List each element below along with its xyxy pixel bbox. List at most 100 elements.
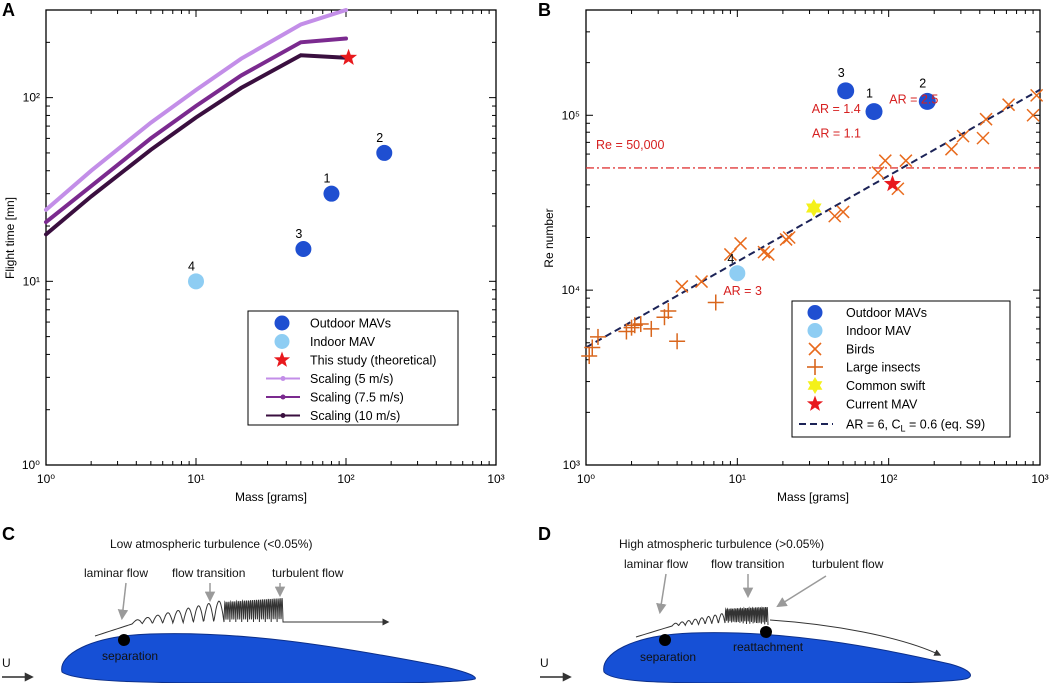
legend-label-7-5ms: Scaling (7.5 m/s) bbox=[310, 391, 404, 405]
bird-point-5-b bbox=[761, 247, 775, 261]
diagram-d-reattachment-point bbox=[760, 626, 772, 638]
x-tick-label-a: 10³ bbox=[487, 472, 504, 486]
indoor-mav-point bbox=[729, 265, 746, 282]
y-axis-label-a: Flight time [mn] bbox=[3, 197, 17, 279]
x-tick-label-a: 10⁰ bbox=[37, 472, 55, 486]
diagram-d-turbulent-label: turbulent flow bbox=[812, 557, 884, 571]
legend-marker-outdoor-a bbox=[274, 315, 290, 331]
bird-point-17-b bbox=[979, 112, 993, 126]
outdoor-mav-label-2: 2 bbox=[919, 76, 926, 90]
diagram-c-separation-point bbox=[118, 634, 130, 646]
diagram-d-boundary-layer bbox=[635, 606, 769, 638]
chart-b: 10⁰ 10¹ 10² 10³ 10³ 10⁴ 10⁵ 1 AR = 1.1 2 AR = 2.5… bbox=[542, 9, 1049, 504]
diagram-c: Low atmospheric turbulence (<0.05%) lami… bbox=[2, 537, 476, 683]
diagram-d-reattached-flow bbox=[769, 619, 942, 656]
y-tick-label-a: 10¹ bbox=[23, 274, 40, 288]
data-point-label-4: 4 bbox=[188, 259, 195, 273]
bird-point-7-b bbox=[782, 230, 796, 245]
current-mav-star bbox=[883, 174, 902, 192]
scaling-line-0 bbox=[44, 8, 348, 212]
bird-point-13-b bbox=[899, 154, 913, 168]
panel-label-a: A bbox=[2, 0, 15, 20]
diagram-c-turbulent-label: turbulent flow bbox=[272, 566, 344, 580]
diagram-d-u-label: U bbox=[540, 656, 549, 670]
y-axis-label-b: Re number bbox=[542, 208, 556, 267]
y-tick-label-b: 10⁴ bbox=[561, 283, 580, 297]
data-point-label-1: 1 bbox=[323, 172, 330, 186]
outdoor-mav-3 bbox=[837, 82, 855, 100]
legend-marker-swift bbox=[807, 377, 823, 394]
legend-marker-insects bbox=[807, 359, 823, 375]
lines-b bbox=[585, 88, 1041, 349]
scaling-line-2 bbox=[44, 53, 348, 237]
bird-point-11-b bbox=[878, 154, 892, 168]
y-tick-label-b: 10⁵ bbox=[562, 108, 580, 122]
legend-label-star-a: This study (theoretical) bbox=[310, 354, 436, 368]
diagram-d-title: High atmospheric turbulence (>0.05%) bbox=[619, 537, 824, 551]
y-tick-label-a: 10⁰ bbox=[22, 458, 40, 472]
outdoor-mav-ar-3: AR = 1.4 bbox=[812, 102, 861, 116]
legend-marker-indoor-b bbox=[807, 323, 823, 338]
x-tick-label-a: 10² bbox=[337, 472, 354, 486]
legend-label-indoor-a: Indoor MAV bbox=[310, 335, 376, 349]
points-b: 1 AR = 1.1 2 AR = 2.5 3 AR = 1.4 4 AR = 3 bbox=[581, 66, 1044, 365]
diagram-c-laminar-label: laminar flow bbox=[84, 566, 148, 580]
diagram-d: High atmospheric turbulence (>0.05%) lam… bbox=[540, 537, 971, 683]
legend-label-outdoor-a: Outdoor MAVs bbox=[310, 317, 391, 331]
x-tick-label-b: 10⁰ bbox=[577, 472, 595, 486]
legend-marker-indoor-a bbox=[274, 334, 290, 349]
panel-label-c: C bbox=[2, 524, 15, 544]
bird-point-18-b bbox=[1002, 98, 1016, 112]
diagram-c-boundary-layer bbox=[94, 598, 287, 637]
legend-marker-birds bbox=[808, 342, 822, 356]
bird-point-20-b bbox=[1030, 88, 1044, 102]
bird-point-14-b bbox=[944, 142, 958, 156]
y-tick-label-b: 10³ bbox=[563, 458, 580, 472]
bird-point-15-b bbox=[956, 129, 970, 143]
indoor-mav-ar: AR = 3 bbox=[723, 284, 762, 298]
outdoor-mav-2 bbox=[918, 92, 936, 110]
bird-point-16-b bbox=[976, 131, 990, 145]
diagram-d-reattachment-label: reattachment bbox=[733, 640, 804, 654]
bird-point-6-b bbox=[779, 232, 793, 246]
panel-label-d: D bbox=[538, 524, 551, 544]
legend-label-indoor-b: Indoor MAV bbox=[846, 324, 912, 338]
legend-marker-current-mav bbox=[806, 395, 824, 411]
outdoor-mav-ar-2: AR = 2.5 bbox=[889, 92, 938, 106]
legend-b: Outdoor MAVs Indoor MAV Birds Large inse… bbox=[791, 300, 1011, 438]
outdoor-mav-label-3: 3 bbox=[838, 66, 845, 80]
y-tick-label-a: 10² bbox=[23, 91, 40, 105]
legend-box-b bbox=[791, 300, 1011, 438]
legend-label-birds: Birds bbox=[846, 343, 874, 357]
diagram-c-u-label: U bbox=[2, 656, 11, 670]
points-a: 1 2 3 4 bbox=[188, 48, 393, 290]
diagram-c-separation-label: separation bbox=[102, 649, 158, 663]
re-threshold-label: Re = 50,000 bbox=[596, 138, 665, 152]
x-tick-label-b: 10² bbox=[880, 472, 897, 486]
panel-label-b: B bbox=[538, 0, 551, 20]
bird-point-12-b bbox=[891, 182, 905, 196]
legend-label-current-mav: Current MAV bbox=[846, 398, 918, 412]
data-point-4 bbox=[188, 273, 204, 290]
common-swift-point bbox=[806, 199, 822, 217]
bird-point-3-b bbox=[734, 236, 748, 250]
data-point-label-2: 2 bbox=[376, 131, 383, 145]
ticks-a: 10⁰ 10¹ 10² 10³ 10⁰ 10¹ 10² bbox=[22, 9, 505, 486]
diagram-d-laminar-arrow bbox=[656, 573, 667, 615]
x-tick-label-a: 10¹ bbox=[187, 472, 204, 486]
x-tick-label-b: 10³ bbox=[1031, 472, 1048, 486]
x-axis-label-b: Mass [grams] bbox=[777, 490, 849, 504]
outdoor-mav-1 bbox=[865, 103, 883, 121]
bird-point-2-b bbox=[723, 247, 737, 261]
bird-point-1-b bbox=[695, 275, 709, 289]
diagram-d-laminar-label: laminar flow bbox=[624, 557, 688, 571]
legend-label-fit: AR = 6, CL = 0.6 (eq. S9) bbox=[846, 418, 985, 434]
data-point-1 bbox=[323, 185, 340, 202]
legend-label-swift: Common swift bbox=[846, 379, 926, 393]
legend-label-outdoor-b: Outdoor MAVs bbox=[846, 306, 927, 320]
diagram-d-separation-label: separation bbox=[640, 650, 696, 664]
ticks-b: 10⁰ 10¹ 10² 10³ 10³ 10⁴ 10⁵ bbox=[561, 9, 1049, 486]
legend-label-5ms: Scaling (5 m/s) bbox=[310, 372, 393, 386]
